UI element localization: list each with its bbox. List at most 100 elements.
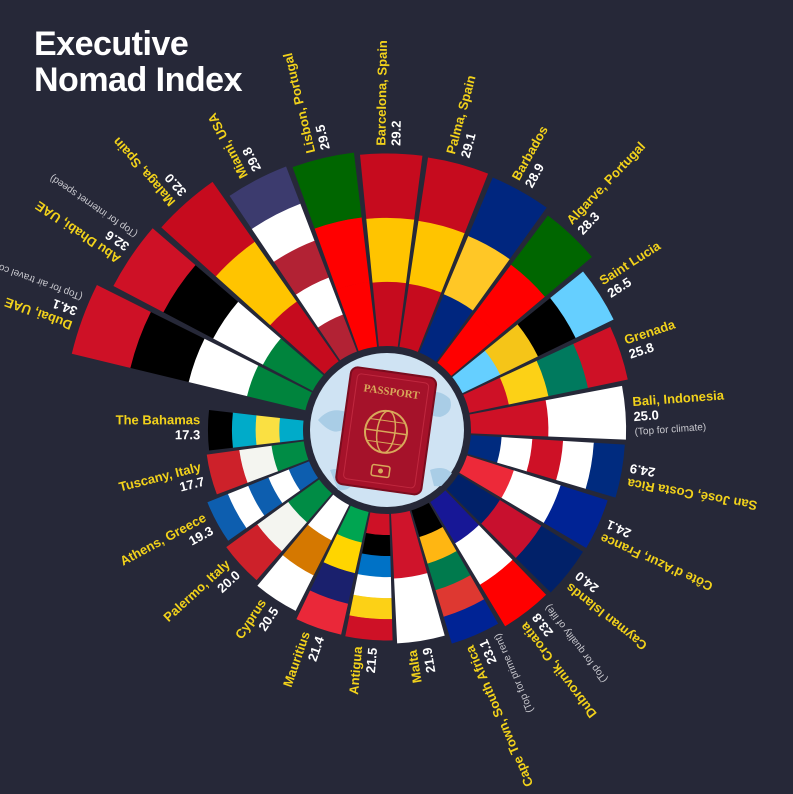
flag-band — [372, 281, 407, 347]
flag-band — [188, 338, 259, 397]
bar-barbados: barbados-flag-icon — [419, 177, 547, 362]
flag-band — [411, 502, 443, 538]
value-label: 29.2 — [388, 120, 403, 146]
flag-band — [468, 177, 547, 260]
flag-band — [279, 417, 304, 443]
category-label: Saint Lucia — [596, 238, 663, 288]
bar-dubai-uae: uae-flag-icon — [71, 284, 312, 411]
value-label: 21.9 — [419, 647, 438, 674]
title-line-1: Executive — [34, 25, 189, 63]
value-label: 17.7 — [178, 474, 206, 495]
flag-band — [474, 264, 546, 337]
category-label: Lisbon, Portugal — [280, 52, 318, 155]
flag-band — [394, 573, 445, 644]
category-label: Miami, USA — [204, 110, 251, 181]
category-label: Barcelona, Spain — [373, 40, 390, 146]
bars-group: uae-flag-iconuae-flag-iconspain-flag-ico… — [71, 152, 628, 644]
flag-band — [282, 524, 332, 576]
flag-band — [443, 235, 510, 311]
bar-palermo-italy: italy-flag-icon — [226, 479, 332, 581]
bar-antigua: antigua-flag-icon — [345, 512, 393, 641]
flag-band — [295, 277, 343, 328]
bar-barcelona-spain: spain-flag-icon — [360, 153, 423, 347]
flag-band — [336, 281, 378, 351]
bar-athens-greece: greece-flag-icon — [207, 461, 319, 541]
flag-band — [238, 445, 278, 483]
flag-band — [207, 494, 247, 541]
chart-title: Executive Nomad Index — [34, 26, 242, 98]
flag-band — [484, 324, 539, 375]
category-label: Antigua — [346, 645, 365, 695]
flag-band — [227, 485, 265, 529]
bar-miami-usa: usa-flag-icon — [229, 166, 357, 361]
bar-malaga-spain: spain-flag-icon — [161, 181, 339, 374]
flag-band — [536, 343, 589, 397]
flag-band — [207, 410, 233, 451]
bar-cape-town-south-africa: south-africa-flag-icon — [411, 502, 499, 644]
bar-grenada: grenada-flag-icon — [463, 326, 628, 413]
flag-band — [463, 377, 510, 413]
value-label: 21.5 — [363, 647, 380, 674]
category-label: Algarve, Portugal — [563, 139, 648, 228]
flag-band — [323, 534, 362, 574]
flag-band — [353, 574, 392, 599]
flag-band — [556, 440, 595, 489]
flag-band — [481, 500, 542, 559]
flag-band — [357, 553, 391, 578]
bar-palma-spain: spain-flag-icon — [399, 157, 489, 352]
flag-band — [399, 283, 442, 352]
flag-band — [543, 485, 608, 549]
flag-band — [517, 297, 576, 357]
bar-algarve-portugal: portugal-flag-icon — [437, 215, 592, 376]
flag-band — [307, 494, 350, 541]
bar-dubrovnik-croatia: croatia-flag-icon — [430, 490, 547, 627]
flag-band — [71, 284, 151, 368]
flag-band — [271, 441, 309, 472]
flag-band — [113, 228, 196, 313]
bar-abu-dhabi-uae: uae-flag-icon — [113, 228, 324, 391]
flag-band — [251, 203, 315, 262]
flag-band — [430, 490, 480, 544]
category-label: Cape Town, South Africa — [462, 643, 537, 790]
flag-band — [418, 157, 489, 234]
flag-band — [257, 501, 307, 552]
flag-band — [247, 477, 283, 516]
bar-cote-d-azur-france: france-flag-icon — [459, 455, 608, 549]
bar-lisbon-portugal: portugal-flag-icon — [292, 152, 378, 351]
bar-cayman-islands: cayman-islands-flag-icon — [446, 474, 583, 593]
flag-band — [437, 313, 499, 376]
flag-band — [231, 412, 257, 448]
flag-band — [469, 400, 549, 437]
flag-band — [511, 215, 592, 297]
flag-band — [215, 241, 297, 326]
flag-band — [337, 505, 369, 543]
flag-band — [526, 438, 564, 481]
category-label: The Bahamas — [116, 412, 201, 427]
flag-band — [317, 314, 357, 361]
flag-band — [163, 264, 239, 339]
flag-band — [550, 271, 614, 339]
flag-band — [269, 301, 339, 374]
flag-band — [459, 455, 515, 498]
flag-band — [499, 360, 549, 405]
flag-band — [585, 442, 625, 498]
bar-bali-indonesia: indonesia-flag-icon — [469, 385, 627, 440]
flag-band — [288, 479, 332, 523]
center-globe: PASSPORT — [307, 350, 467, 510]
flag-band — [408, 220, 465, 293]
bar-san-jose-costa-rica: costa-rica-flag-icon — [467, 435, 625, 498]
